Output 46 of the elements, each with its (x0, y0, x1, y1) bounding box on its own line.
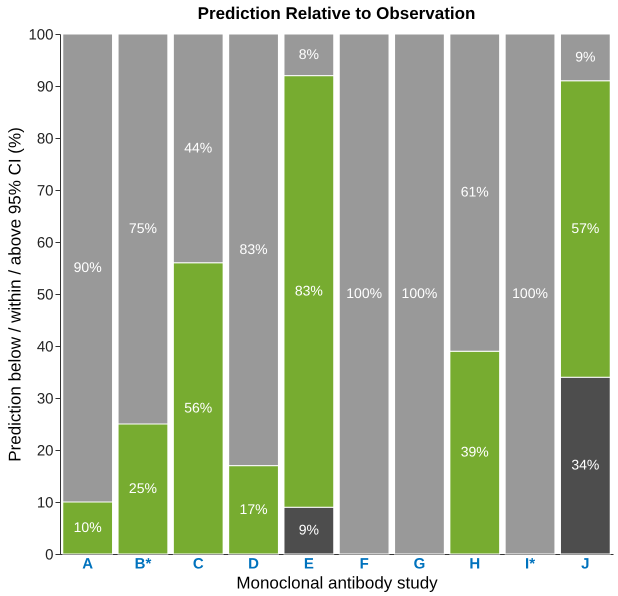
x-tick-label: E (304, 556, 314, 572)
x-tick-label: B* (134, 556, 152, 572)
data-label: 17% (240, 500, 268, 517)
x-tick-label: G (414, 556, 426, 572)
y-tick-label: 10 (36, 494, 54, 512)
chart-title: Prediction Relative to Observation (198, 4, 476, 23)
data-label: 9% (575, 48, 596, 64)
y-tick-label: 100 (28, 26, 54, 44)
data-label: 44% (184, 139, 212, 156)
x-axis-title: Monoclonal antibody study (236, 574, 438, 592)
y-tick-label: 80 (36, 130, 54, 148)
y-axis-title: Prediction below / within / above 95% CI (%) (5, 127, 24, 462)
y-tick-label: 30 (36, 390, 54, 408)
data-label: 25% (128, 480, 157, 496)
data-label: 83% (294, 282, 323, 298)
data-label: 10% (74, 519, 102, 535)
y-tick-label: 40 (36, 338, 54, 356)
x-tick-label: J (581, 556, 590, 572)
data-label: 83% (240, 240, 268, 257)
data-label: 39% (460, 444, 489, 460)
data-label: 75% (128, 220, 157, 236)
bar (338, 34, 390, 554)
data-label: 100% (512, 285, 548, 301)
bar (394, 34, 445, 554)
data-label: 9% (298, 522, 319, 538)
x-tick-label: A (82, 556, 94, 572)
data-label: 34% (571, 456, 600, 473)
data-label: 100% (346, 285, 382, 301)
data-label: 61% (460, 184, 489, 200)
y-tick-label: 20 (36, 442, 54, 460)
data-label: 57% (571, 220, 600, 236)
y-tick-label: 60 (36, 234, 54, 252)
data-label: 100% (402, 285, 438, 301)
data-label: 90% (74, 259, 102, 275)
y-tick-label: 90 (36, 78, 54, 96)
x-tick-label: D (248, 556, 260, 572)
data-label: 56% (184, 399, 212, 416)
y-tick-label: 0 (45, 546, 54, 564)
x-tick-label: F (360, 556, 369, 572)
x-tick-label: C (192, 556, 204, 572)
x-tick-label: H (469, 556, 480, 572)
data-label: 8% (298, 46, 319, 62)
y-tick-label: 50 (36, 286, 54, 304)
y-tick-label: 70 (36, 182, 54, 200)
bar (504, 34, 556, 554)
x-tick-label: I* (525, 556, 536, 572)
